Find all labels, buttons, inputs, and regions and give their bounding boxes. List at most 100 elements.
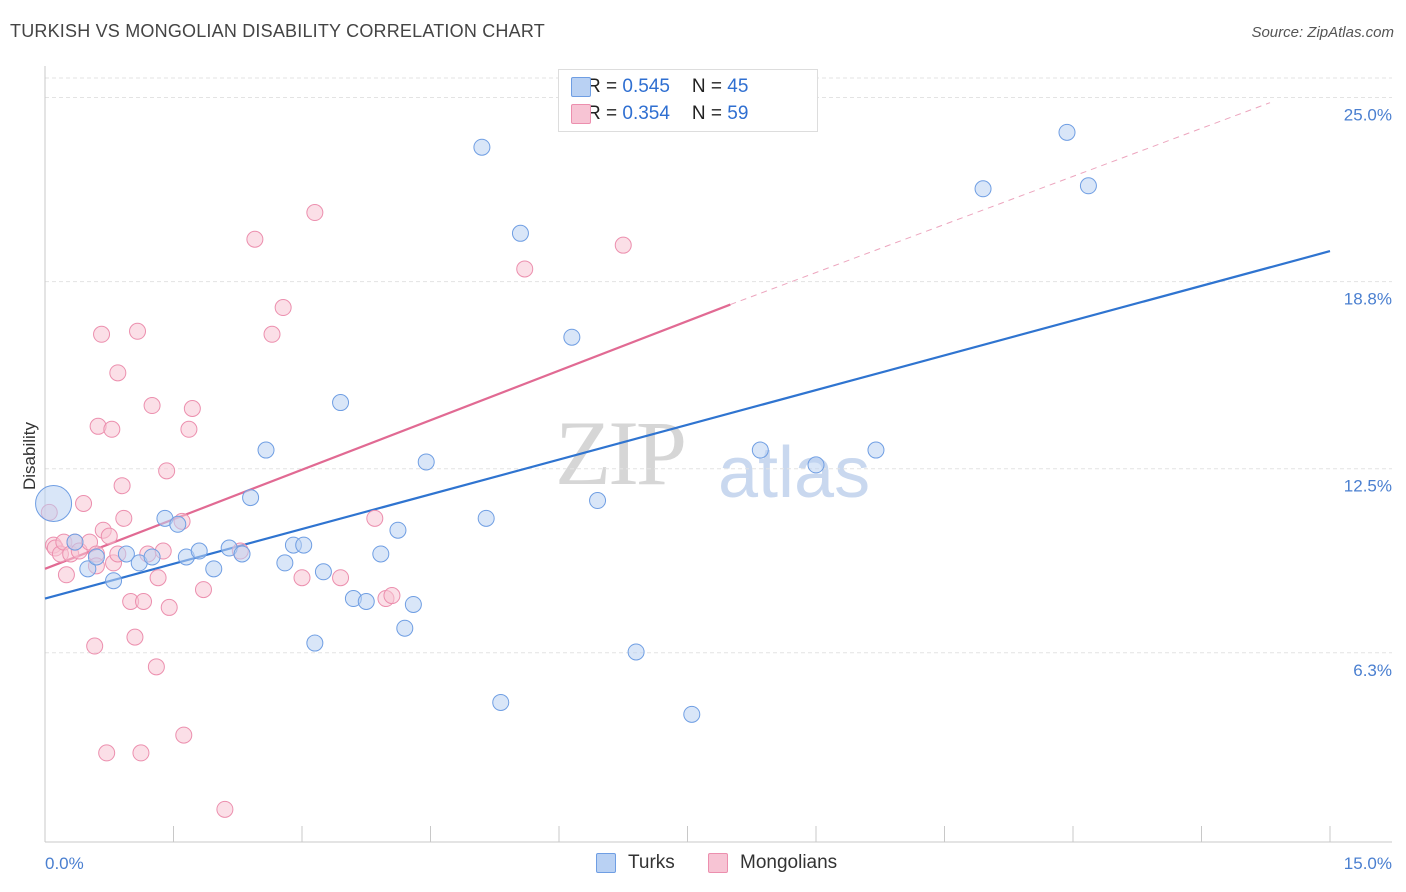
mongolians-point	[293, 569, 311, 587]
mongolians-point	[89, 417, 107, 435]
turks-point	[1058, 123, 1076, 141]
mongolians-legend-swatch	[708, 853, 728, 873]
turks-point	[79, 560, 97, 578]
turks-point	[357, 592, 375, 610]
legend-row-turks: R = 0.545 N = 45	[571, 75, 748, 99]
mongolians-point	[135, 592, 153, 610]
mongolians-point	[100, 527, 118, 545]
turks-point	[276, 554, 294, 572]
mongolians-trend-extension	[730, 102, 1271, 306]
trend-lines	[44, 102, 1331, 600]
turks-point	[87, 548, 105, 566]
mongolians-trend-line	[44, 303, 731, 570]
mongolians-point	[160, 598, 178, 616]
legend-n-value: 59	[727, 103, 749, 124]
turks-legend-swatch	[596, 853, 616, 873]
mongolians-point	[366, 509, 384, 527]
grid-lines	[45, 77, 1392, 654]
chart-title: TURKISH VS MONGOLIAN DISABILITY CORRELAT…	[10, 21, 545, 41]
turks-point	[372, 545, 390, 563]
mongolians-point	[183, 399, 201, 417]
mongolians-point	[194, 581, 212, 599]
turks-point	[751, 441, 769, 459]
mongolians-point	[246, 230, 264, 248]
turks-point	[143, 548, 161, 566]
turks-point	[332, 394, 350, 412]
turks-point	[867, 441, 885, 459]
turks-point	[683, 705, 701, 723]
mongolians-point	[57, 566, 75, 584]
turks-point	[511, 224, 529, 242]
y-tick-label: 12.5%	[1344, 477, 1392, 496]
mongolians-point	[175, 726, 193, 744]
turks-point	[306, 634, 324, 652]
y-tick-label: 6.3%	[1353, 661, 1392, 680]
mongolians-point	[158, 462, 176, 480]
turks-point	[473, 138, 491, 156]
turks-point	[404, 595, 422, 613]
mongolians-point	[263, 325, 281, 343]
legend-n-label: N =	[691, 103, 728, 124]
tick-labels: 6.3% 12.5% 18.8% 25.0% 0.0% 15.0%	[45, 106, 1392, 873]
mongolians-point	[115, 509, 133, 527]
mongolians-point	[180, 420, 198, 438]
mongolians-point	[126, 628, 144, 646]
turks-point	[1079, 177, 1097, 195]
y-tick-label: 18.8%	[1344, 290, 1392, 309]
mongolians-point	[132, 744, 150, 762]
legend-r-value: 0.354	[622, 103, 670, 124]
turks-point	[105, 572, 123, 590]
turks-point	[242, 489, 260, 507]
data-points	[35, 123, 1097, 818]
source-label: Source: ZipAtlas.com	[1251, 24, 1394, 41]
turks-point	[314, 563, 332, 581]
mongolians-point	[98, 744, 116, 762]
mongolians-legend-label: Mongolians	[740, 852, 838, 873]
turks-point	[974, 180, 992, 198]
watermark-atlas: atlas	[718, 433, 871, 513]
mongolians-point	[75, 495, 93, 513]
legend-r-label: R =	[587, 76, 623, 97]
mongolians-point	[614, 236, 632, 254]
mongolians-point	[143, 397, 161, 415]
turks-point	[117, 545, 135, 563]
turks-trend-line	[44, 250, 1331, 600]
turks-point	[190, 542, 208, 560]
turks-point	[295, 536, 313, 554]
x-tick-label: 15.0%	[1344, 854, 1392, 873]
mongolians-point	[332, 569, 350, 587]
series-legend: Turks Mongolians	[0, 852, 1406, 878]
axes	[44, 66, 1392, 843]
turks-swatch	[571, 77, 591, 97]
legend-r-value: 0.545	[622, 76, 670, 97]
mongolians-point	[383, 587, 401, 605]
turks-legend-label: Turks	[628, 852, 675, 873]
turks-point	[396, 619, 414, 637]
turks-point	[492, 693, 510, 711]
turks-point	[233, 545, 251, 563]
mongolians-point	[216, 800, 234, 818]
legend-item-mongolians[interactable]: Mongolians	[708, 852, 837, 874]
mongolians-point	[274, 299, 292, 317]
turks-point	[35, 485, 73, 523]
mongolians-point	[149, 569, 167, 587]
turks-point	[66, 533, 84, 551]
turks-point	[589, 492, 607, 510]
turks-point	[627, 643, 645, 661]
legend-item-turks[interactable]: Turks	[596, 852, 675, 874]
turks-point	[477, 509, 495, 527]
mongolians-point	[113, 477, 131, 495]
watermark-zip: ZIP	[555, 402, 687, 504]
turks-point	[807, 456, 825, 474]
mongolians-point	[93, 325, 111, 343]
turks-point	[389, 521, 407, 539]
legend-row-mongolians: R = 0.354 N = 59	[571, 102, 749, 126]
mongolians-point	[516, 260, 534, 278]
legend-n-label: N =	[691, 76, 728, 97]
mongolians-point	[109, 364, 127, 382]
correlation-legend: R = 0.545 N = 45 R = 0.354 N = 59	[558, 69, 818, 132]
mongolians-point	[129, 322, 147, 340]
mongolians-point	[86, 637, 104, 655]
turks-point	[205, 560, 223, 578]
y-tick-label: 25.0%	[1344, 106, 1392, 125]
